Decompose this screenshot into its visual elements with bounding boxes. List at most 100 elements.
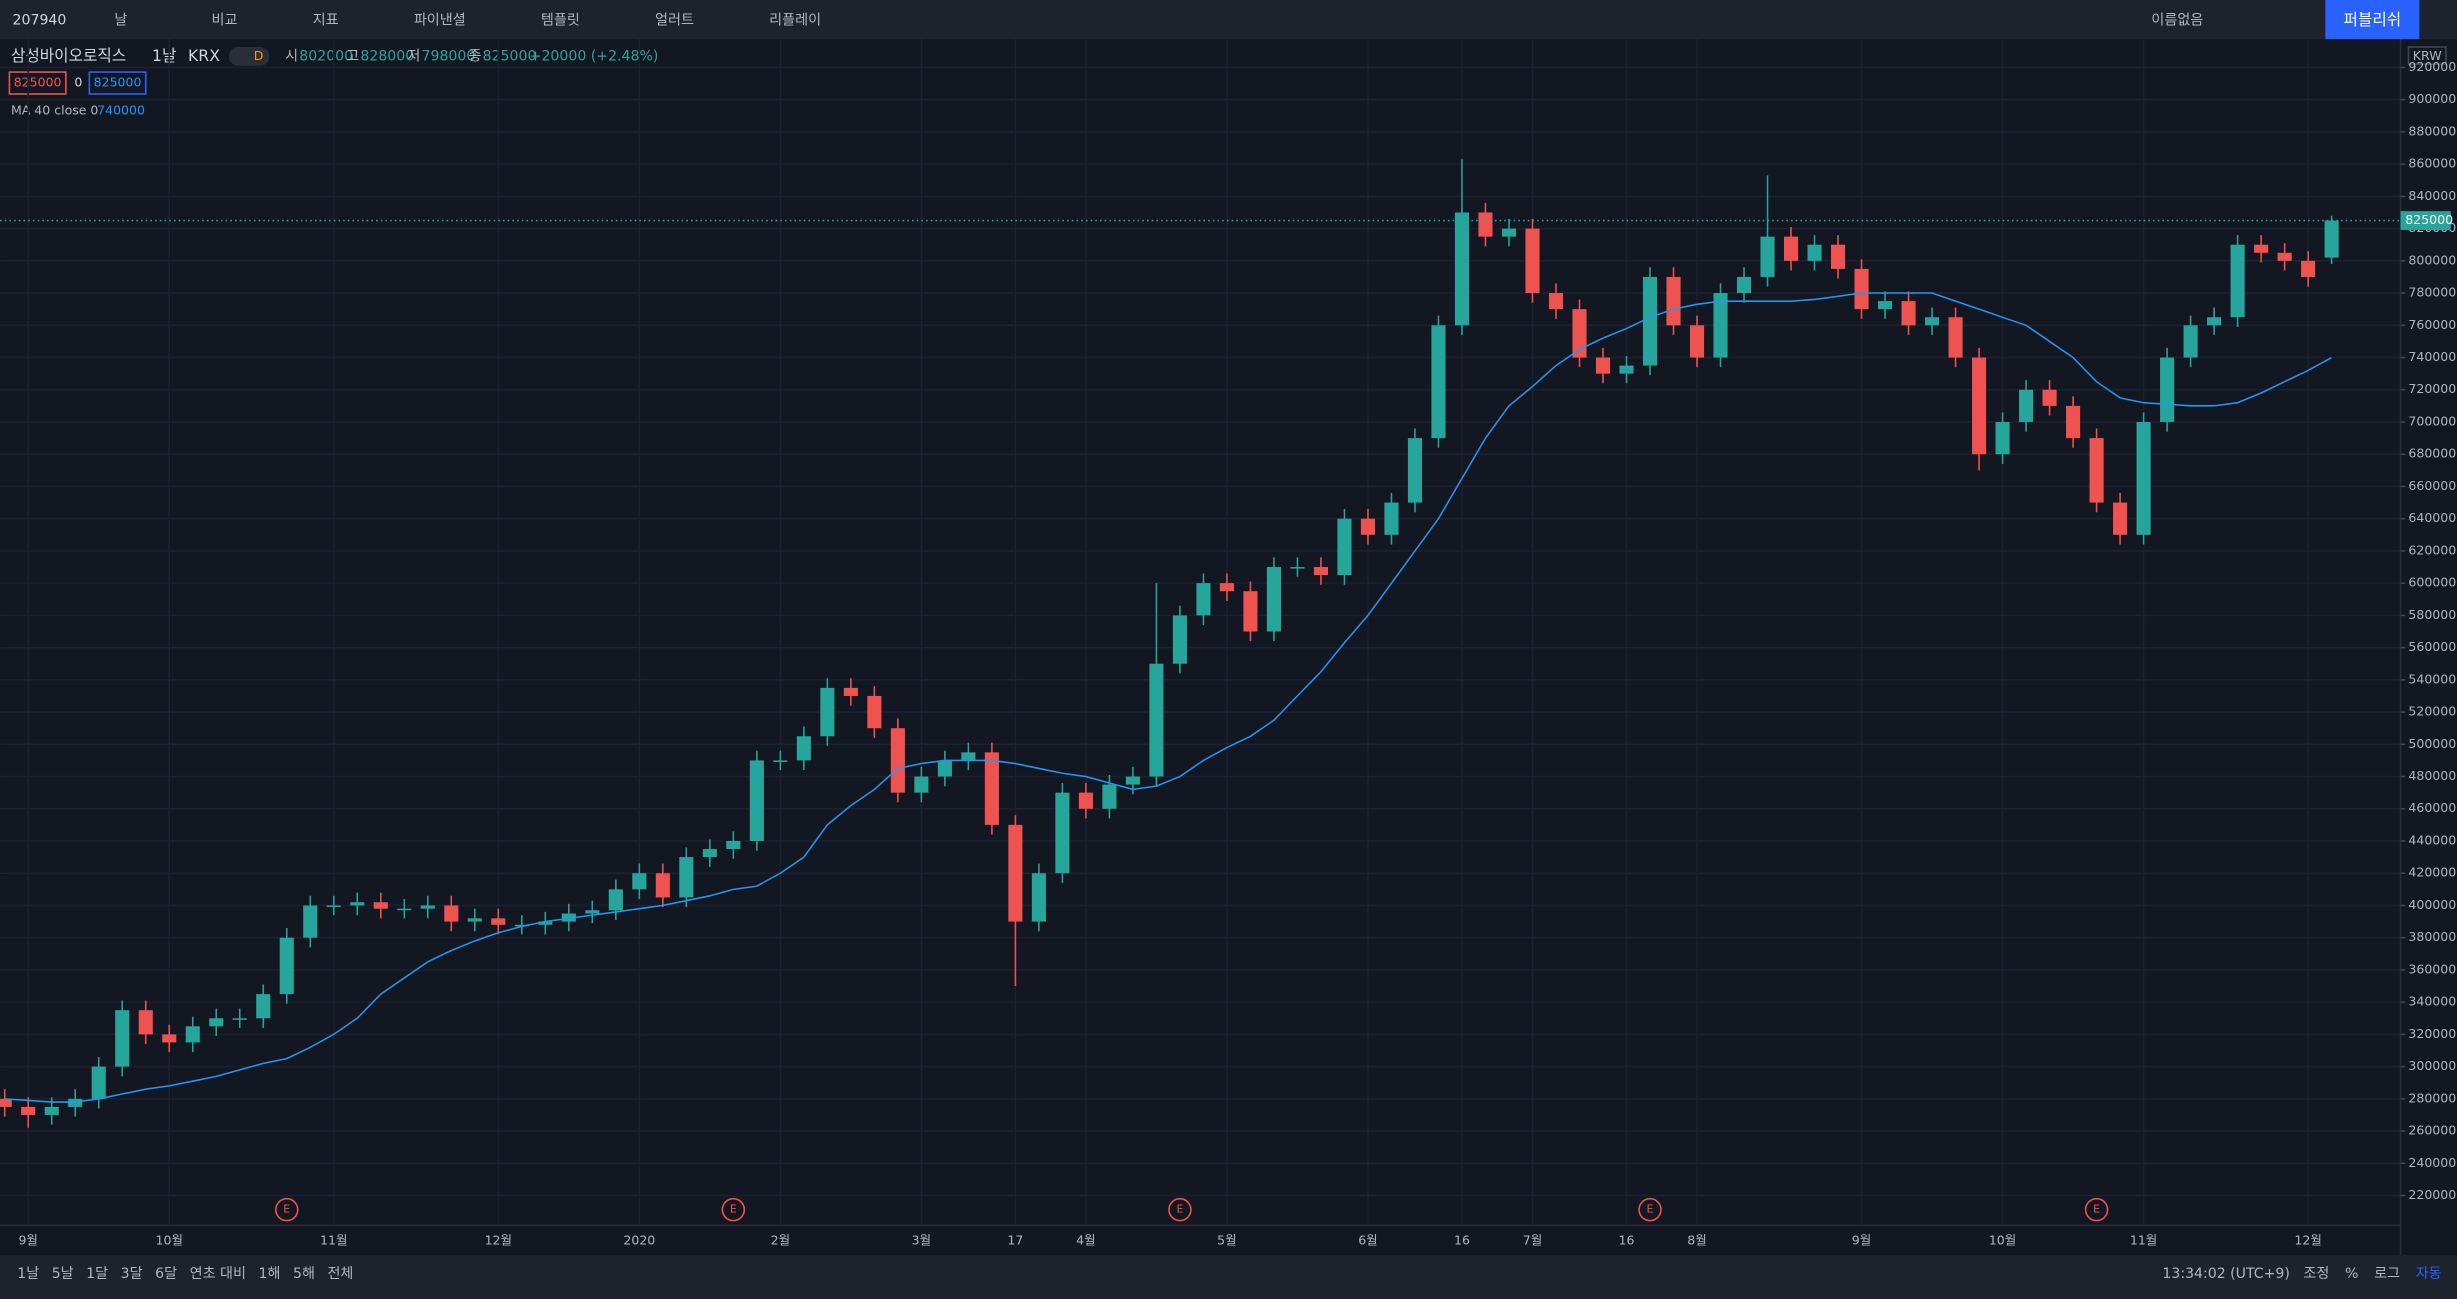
range-button[interactable]: 3달 [121, 1266, 143, 1282]
candle-body [1313, 567, 1329, 576]
earnings-marker[interactable] [1168, 1197, 1192, 1222]
bid-box [8, 71, 67, 95]
toolbar-item[interactable]: 템플릿 [541, 12, 580, 28]
candle-body [491, 918, 506, 925]
candle-body [2230, 244, 2245, 318]
earnings-label[interactable]: E [1647, 1203, 1654, 1216]
earnings-marker[interactable] [721, 1197, 746, 1222]
change-value: +20000 (+2.48%) [530, 48, 659, 64]
y-tick-label: 460000 [2408, 800, 2456, 815]
ma-legend-name: MA 40 close 0 [11, 103, 98, 118]
earnings-label[interactable]: E [2093, 1203, 2100, 1216]
candle-body [1901, 301, 1916, 326]
axis-option[interactable]: % [2345, 1266, 2358, 1282]
close-value: 825000 [483, 48, 537, 64]
candle-body [232, 1018, 247, 1020]
x-tick-label: 6월 [1358, 1233, 1377, 1248]
axis-option[interactable]: 자동 [2416, 1266, 2442, 1282]
earnings-label[interactable]: E [730, 1203, 737, 1216]
y-tick-label: 720000 [2408, 381, 2456, 396]
toolbar-item[interactable]: 리플레이 [769, 12, 821, 28]
range-button[interactable]: 5날 [52, 1266, 74, 1282]
axis-option[interactable]: 조정 [2303, 1266, 2329, 1282]
candle-body [303, 905, 318, 938]
candle-body [655, 873, 670, 898]
last-price-label: 825000 [2405, 212, 2453, 227]
earnings-marker[interactable] [275, 1197, 299, 1222]
candle-body [1666, 276, 1681, 326]
range-button[interactable]: 1날 [17, 1266, 39, 1282]
y-tick-label: 320000 [2408, 1026, 2456, 1041]
candle-body [2089, 438, 2104, 503]
candle-body [1337, 518, 1352, 576]
candle-body [68, 1098, 83, 1107]
candle-body [444, 905, 459, 922]
candle-body [420, 905, 435, 909]
layout-name[interactable]: 이름없음 [2151, 12, 2203, 28]
x-tick-label: 7월 [1523, 1233, 1542, 1248]
y-tick-label: 540000 [2408, 671, 2456, 686]
candle-body [1290, 567, 1305, 569]
x-tick-label: 2월 [771, 1233, 790, 1248]
range-button[interactable]: 1해 [259, 1266, 281, 1282]
interval-button[interactable]: 날 [114, 12, 127, 28]
x-tick-label: 11월 [2130, 1233, 2157, 1248]
high-value: 828000 [360, 48, 414, 64]
y-tick-label: 640000 [2408, 510, 2456, 525]
candle-body [1760, 236, 1775, 277]
publish-label[interactable]: 퍼블리쉬 [2344, 10, 2402, 29]
toolbar-item[interactable]: 파이낸셜 [414, 12, 466, 28]
candle-body [91, 1066, 106, 1099]
candle-body [2254, 244, 2269, 253]
candle-body [1454, 212, 1470, 326]
candle-body [867, 695, 882, 729]
ask-value: 825000 [94, 75, 142, 90]
candle-body [1525, 228, 1540, 294]
candle-body [914, 776, 929, 793]
x-tick-label: 12월 [485, 1233, 512, 1248]
candle-body [961, 752, 976, 761]
candle-body [1102, 784, 1117, 809]
y-tick-label: 480000 [2408, 768, 2456, 783]
x-tick-label: 16 [1454, 1233, 1470, 1248]
toolbar-item[interactable]: 얼러트 [655, 12, 694, 28]
axis-option[interactable]: 로그 [2374, 1266, 2400, 1282]
x-tick-label: 10월 [156, 1233, 183, 1248]
y-tick-label: 440000 [2408, 832, 2456, 847]
range-button[interactable]: 전체 [327, 1266, 353, 1282]
candle-body [1689, 325, 1705, 358]
publish-button[interactable] [2325, 0, 2420, 40]
candle-body [138, 1010, 153, 1035]
range-button[interactable]: 연초 대비 [190, 1266, 246, 1282]
range-button[interactable]: 6달 [155, 1266, 177, 1282]
candle-body [115, 1010, 130, 1067]
range-button[interactable]: 5해 [293, 1266, 315, 1282]
candle-body [2207, 317, 2222, 326]
y-tick-label: 620000 [2408, 542, 2456, 557]
candle-body [397, 908, 412, 911]
clock: 13:34:02 (UTC+9) [2162, 1266, 2290, 1282]
toolbar-item[interactable]: 비교 [212, 12, 238, 28]
currency-box [2407, 46, 2447, 66]
x-tick-label: 11월 [320, 1233, 347, 1248]
legend-interval: 1날 [152, 46, 176, 65]
candle-body [1008, 824, 1023, 922]
legend-flag: D [254, 48, 264, 63]
y-tick-label: 400000 [2408, 897, 2456, 912]
symbol[interactable]: 207940 [13, 12, 67, 28]
range-button[interactable]: 1달 [86, 1266, 108, 1282]
x-tick-label: 10월 [1989, 1233, 2016, 1248]
candle-body [1078, 792, 1093, 809]
candle-body [1736, 276, 1752, 294]
toolbar-item[interactable]: 지표 [313, 12, 339, 28]
candle-body [1172, 615, 1187, 664]
y-tick-label: 360000 [2408, 961, 2456, 976]
candle-body [1548, 293, 1564, 310]
y-tick-label: 760000 [2408, 317, 2456, 332]
earnings-marker[interactable] [1638, 1197, 1662, 1222]
earnings-label[interactable]: E [1176, 1203, 1183, 1216]
earnings-marker[interactable] [2084, 1197, 2109, 1222]
close-label: 종 [469, 48, 482, 64]
candle-body [1478, 212, 1493, 237]
earnings-label[interactable]: E [283, 1203, 290, 1216]
